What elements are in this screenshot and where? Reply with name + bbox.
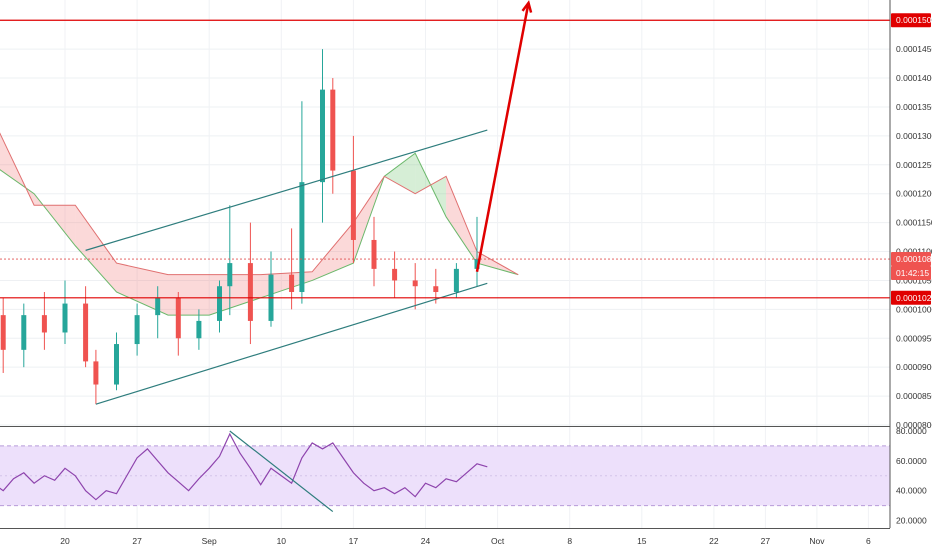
last-price-label: 0.0001087: [896, 254, 932, 264]
level-price-label-bg: [891, 13, 931, 28]
candle-body: [175, 297, 181, 339]
time-tick-label: Sep: [202, 536, 217, 546]
rsi-band: [0, 445, 890, 507]
countdown-label-bg: [891, 266, 931, 281]
cloud-segment: [384, 153, 416, 194]
candle-body: [474, 259, 480, 269]
rsi-series-line: [0, 432, 488, 501]
drawings: [0, 0, 890, 405]
cloud-segment: [75, 205, 117, 293]
candle-body: [217, 286, 222, 321]
candle-body: [227, 263, 233, 287]
time-tick-label: 6: [866, 536, 871, 546]
target-arrow-head: [521, 0, 533, 13]
candle-body: [371, 239, 377, 269]
rsi-line: [0, 430, 488, 513]
price-tick-label: 0.0001150: [896, 218, 932, 228]
target-arrow-shaft: [475, 2, 530, 273]
cloud-segment: [116, 263, 168, 316]
rsi-tick-label: 60.0000: [896, 456, 927, 466]
price-tick-label: 0.0001100: [896, 247, 932, 257]
candle-body: [155, 297, 161, 316]
time-tick-label: 10: [277, 536, 287, 546]
candle-body: [114, 344, 119, 385]
candle-body: [330, 89, 336, 171]
cloud-segment: [209, 274, 261, 316]
cloud-segment: [168, 274, 210, 316]
cloud-segment: [312, 222, 354, 281]
cloud-span-b: [0, 132, 519, 276]
countdown-label: 01:42:15: [896, 268, 929, 278]
time-tick-label: 27: [761, 536, 771, 546]
candle-body: [320, 89, 325, 183]
candle-body: [392, 268, 398, 281]
candle-body: [453, 268, 459, 293]
candle-body: [83, 303, 89, 362]
rsi-tick-label: 80.0000: [896, 426, 927, 436]
candle-body: [433, 286, 439, 293]
cloud-segment: [446, 176, 477, 264]
rsi-tick-label: 40.0000: [896, 486, 927, 496]
time-tick-label: Nov: [809, 536, 825, 546]
candle-body: [0, 315, 6, 350]
time-tick-label: Oct: [491, 536, 505, 546]
candles: [0, 49, 480, 405]
candle-body: [412, 280, 418, 287]
candle-body: [299, 182, 305, 293]
time-tick-label: 17: [349, 536, 359, 546]
price-tick-label: 0.0001450: [896, 44, 932, 54]
candle-body: [289, 274, 295, 293]
time-tick-label: 27: [132, 536, 142, 546]
rsi-trendline: [229, 430, 334, 513]
candle-body: [93, 361, 99, 385]
level-price-label-bg: [891, 290, 931, 305]
last-price-label-bg: [891, 252, 931, 267]
candle-body: [134, 315, 140, 345]
time-tick-label: 15: [637, 536, 647, 546]
candle-body: [247, 263, 253, 321]
candle-body: [21, 315, 27, 350]
channel-lower-line: [95, 282, 488, 405]
channel-upper-line: [85, 129, 488, 251]
time-tick-label: 24: [421, 536, 431, 546]
candle-body: [41, 315, 47, 333]
time-tick-label: 22: [709, 536, 719, 546]
rsi-tick-label: 20.0000: [896, 516, 927, 526]
candle-body: [196, 320, 202, 339]
cloud-segment: [260, 271, 313, 298]
candle-body: [62, 303, 68, 333]
time-tick-label: 20: [60, 536, 70, 546]
candle-body: [350, 170, 356, 240]
time-tick-label: 8: [567, 536, 572, 546]
